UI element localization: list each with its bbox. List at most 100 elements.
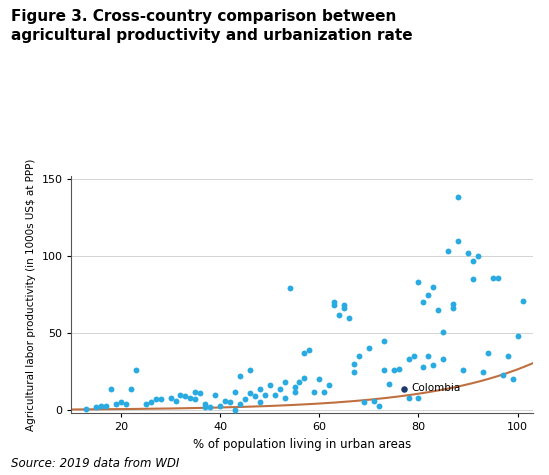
Point	[350, 360, 358, 368]
Point	[439, 328, 447, 335]
Point	[394, 365, 403, 372]
Point	[379, 337, 388, 344]
Point	[494, 274, 502, 281]
Point	[374, 402, 383, 409]
Point	[414, 278, 423, 286]
Point	[464, 249, 473, 256]
Point	[389, 366, 398, 374]
Point	[201, 403, 210, 411]
Point	[325, 382, 334, 390]
Point	[285, 285, 294, 292]
Point	[171, 397, 180, 405]
Point	[355, 352, 363, 360]
Point	[429, 361, 438, 369]
Point	[191, 388, 200, 396]
Point	[315, 376, 324, 383]
Point	[345, 314, 354, 322]
Point	[335, 311, 344, 318]
Point	[384, 380, 393, 388]
Point	[92, 403, 100, 411]
Point	[116, 399, 125, 406]
Point	[459, 366, 468, 374]
Point	[479, 368, 488, 375]
Text: Colombia: Colombia	[411, 383, 460, 393]
Point	[280, 379, 289, 386]
Point	[424, 291, 433, 298]
Point	[300, 349, 309, 357]
Point	[414, 394, 423, 402]
Point	[444, 247, 452, 255]
Point	[231, 407, 239, 414]
Point	[489, 274, 497, 281]
Point	[221, 397, 229, 405]
Point	[196, 390, 205, 397]
Point	[419, 298, 428, 306]
Point	[434, 306, 442, 314]
Point	[360, 399, 368, 406]
Point	[231, 388, 239, 396]
Point	[424, 352, 433, 360]
Point	[191, 396, 200, 403]
Point	[255, 399, 264, 406]
Point	[300, 374, 309, 381]
Point	[503, 352, 512, 360]
Point	[498, 371, 507, 379]
Point	[454, 193, 463, 201]
Point	[518, 297, 527, 304]
Point	[419, 363, 428, 371]
Point	[439, 355, 447, 363]
Point	[484, 349, 492, 357]
Point	[379, 366, 388, 374]
Point	[365, 345, 373, 352]
Point	[226, 399, 234, 406]
Point	[449, 304, 457, 312]
Point	[330, 298, 339, 306]
Point	[216, 402, 225, 409]
Point	[350, 368, 358, 375]
Point	[166, 394, 175, 402]
Text: Figure 3. Cross-country comparison between
agricultural productivity and urbaniz: Figure 3. Cross-country comparison betwe…	[11, 10, 413, 43]
Point	[399, 385, 408, 392]
Point	[107, 385, 115, 392]
Point	[111, 400, 120, 408]
Point	[97, 402, 105, 409]
Text: Source: 2019 data from WDI: Source: 2019 data from WDI	[11, 457, 180, 470]
Point	[265, 382, 274, 390]
Point	[270, 391, 279, 399]
Point	[474, 252, 483, 260]
Point	[280, 394, 289, 402]
Point	[126, 385, 135, 392]
Point	[250, 392, 259, 400]
Point	[513, 332, 522, 340]
Point	[449, 300, 457, 307]
Point	[236, 372, 244, 380]
Point	[152, 396, 160, 403]
Point	[295, 379, 304, 386]
Point	[141, 400, 150, 408]
Point	[310, 388, 319, 396]
Point	[330, 302, 339, 309]
Point	[181, 392, 190, 400]
Point	[404, 355, 413, 363]
Point	[211, 391, 220, 399]
Point	[260, 391, 269, 399]
Point	[290, 383, 299, 391]
Point	[320, 388, 329, 396]
Point	[201, 400, 210, 408]
Point	[305, 346, 314, 354]
Point	[429, 283, 438, 291]
Point	[454, 237, 463, 244]
Point	[245, 366, 254, 374]
Point	[409, 352, 418, 360]
Point	[240, 396, 249, 403]
Point	[156, 396, 165, 403]
Point	[340, 304, 349, 312]
Point	[404, 394, 413, 402]
Point	[176, 391, 185, 399]
Point	[131, 366, 140, 374]
Point	[255, 385, 264, 392]
Point	[369, 397, 378, 405]
Point	[82, 405, 91, 412]
Point	[290, 388, 299, 396]
Point	[236, 400, 244, 408]
